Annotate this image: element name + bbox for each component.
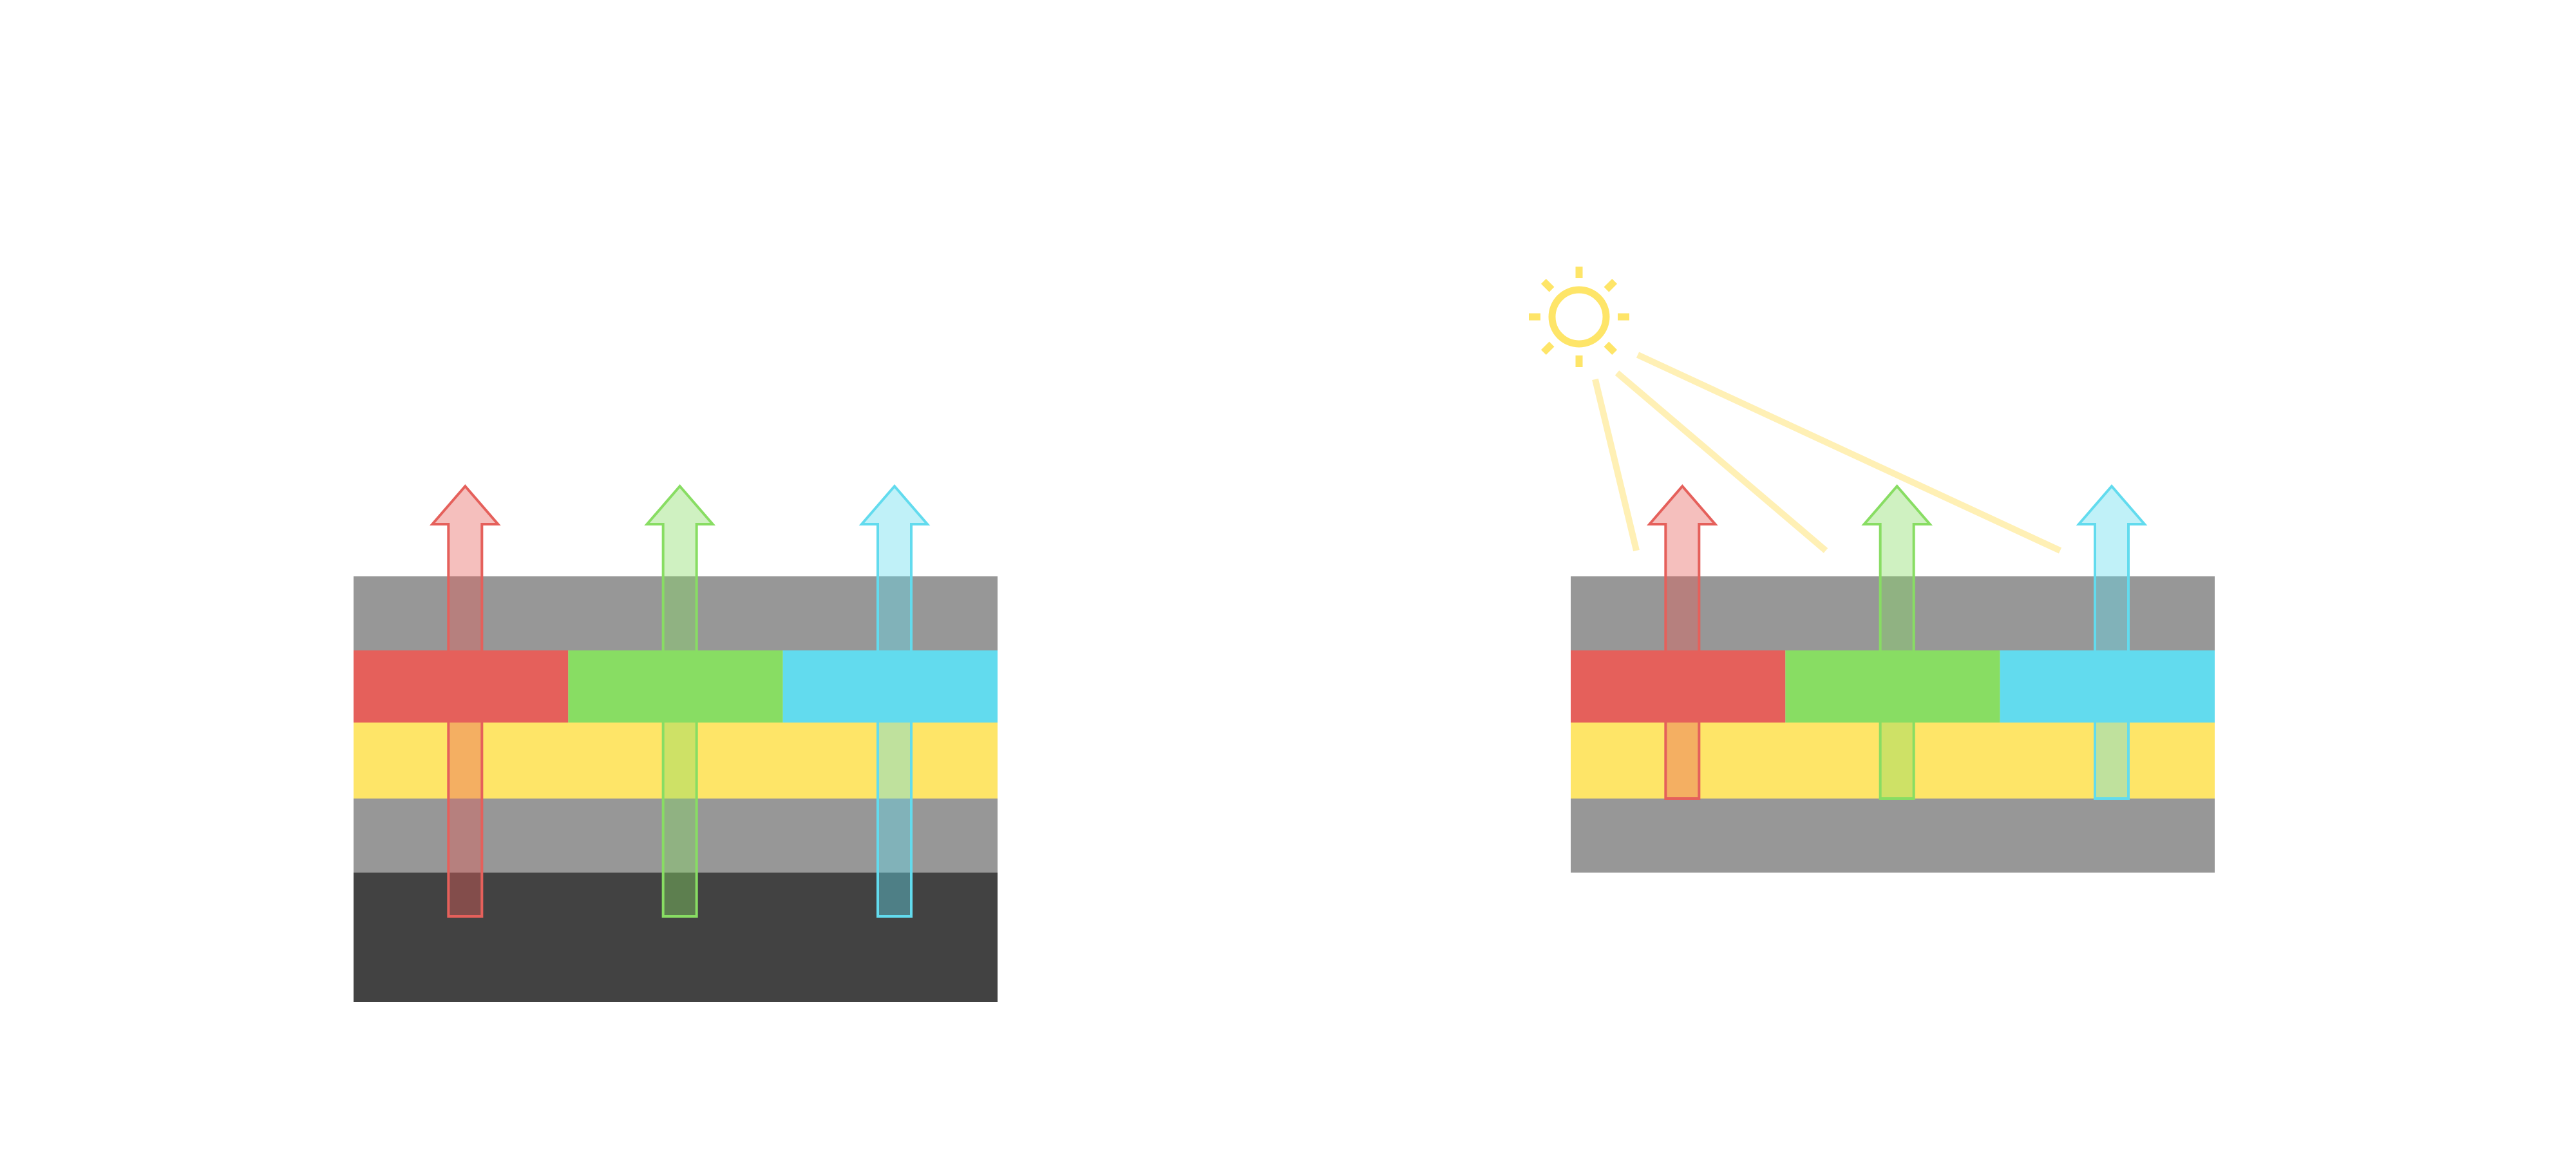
cyan-filter-segment (2000, 650, 2215, 723)
green-filter-segment (568, 650, 783, 723)
top-gray-layer (1571, 576, 2215, 650)
dark-base-layer (354, 873, 998, 1002)
sun-ray (1604, 278, 1618, 292)
red-filter-segment (1571, 650, 1786, 723)
red-filter-segment (354, 650, 569, 723)
left-stack (354, 484, 998, 1002)
right-stack (1571, 484, 2215, 873)
sun-ray (1540, 341, 1555, 355)
green-filter-segment (1785, 650, 2000, 723)
top-gray-layer (354, 576, 998, 650)
sun-disc (1548, 286, 1610, 348)
bottom-gray-layer (354, 799, 998, 873)
light-ray-line (1592, 378, 1640, 552)
light-ray-line (1615, 370, 1828, 553)
sun-ray (1540, 278, 1555, 292)
light-rays (1592, 352, 2062, 554)
bottom-gray-layer (1571, 799, 2215, 873)
cyan-filter-segment (782, 650, 998, 723)
yellow-layer (1571, 723, 2215, 799)
yellow-layer (354, 723, 998, 799)
sun-ray (1604, 341, 1618, 355)
light-ray-line (1636, 352, 2062, 554)
sun-icon (1529, 267, 1629, 367)
